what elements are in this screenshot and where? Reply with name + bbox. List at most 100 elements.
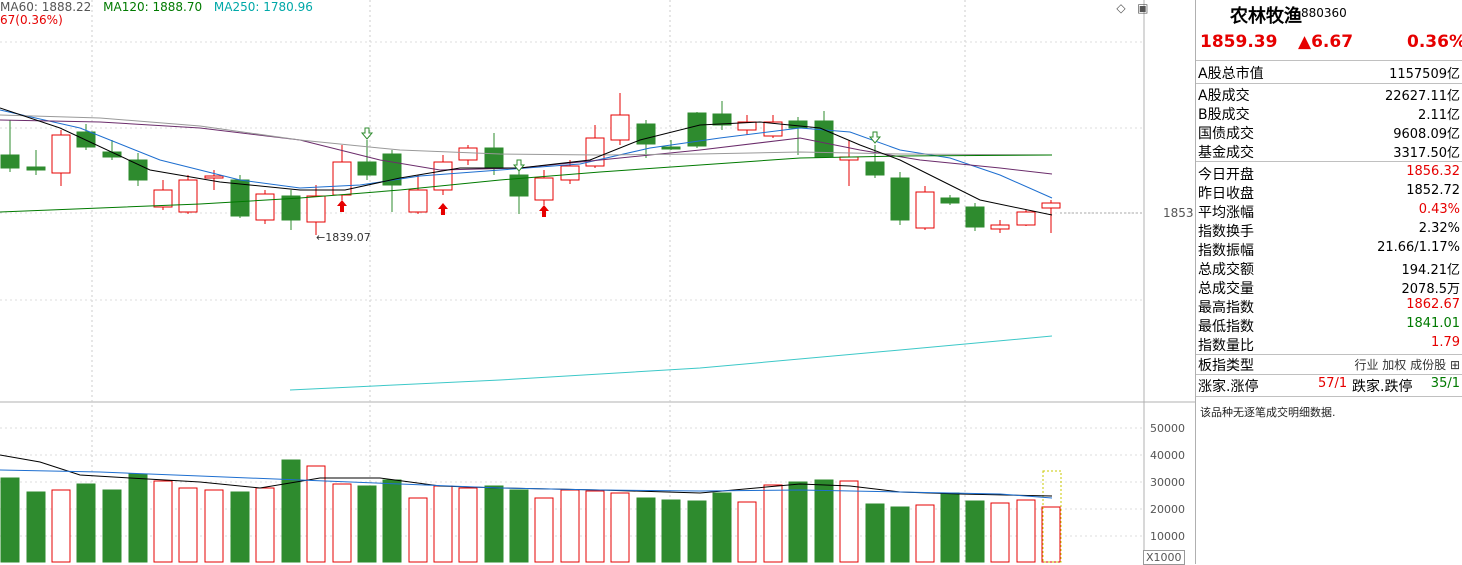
divider — [1196, 374, 1462, 375]
index-row: 最低指数 1841.01 — [1198, 316, 1460, 335]
index-row: 指数换手 2.32% — [1198, 221, 1460, 240]
volume-bar — [661, 499, 681, 563]
volume-axis-tick: 30000 — [1150, 476, 1185, 489]
price-change-percent: 0.36% — [1407, 32, 1462, 52]
buy-arrow-icon — [438, 203, 448, 215]
buy-arrow-icon — [539, 205, 549, 217]
rise-fall-row: 涨家.涨停 57/1 跌家.跌停 35/1 — [1198, 376, 1460, 395]
volume-bar — [306, 465, 326, 563]
divider — [1196, 396, 1462, 397]
volume-bar — [102, 489, 122, 563]
candle-body — [433, 161, 453, 191]
candle-body — [534, 177, 554, 201]
ma-line — [0, 119, 1053, 175]
candle-body — [585, 137, 605, 167]
candle-body — [153, 189, 173, 208]
volume-bar — [636, 497, 656, 563]
candle-body — [1016, 211, 1036, 226]
market-row: 国债成交 9608.09亿 — [1198, 126, 1460, 142]
volume-bar — [585, 490, 605, 563]
volume-bar — [788, 481, 808, 563]
volume-bar — [204, 489, 224, 563]
candle-body — [915, 191, 935, 229]
ma-line — [0, 154, 1053, 213]
candle-body — [890, 177, 910, 221]
candle-body — [178, 179, 198, 213]
candle-body — [357, 161, 377, 176]
candle-body — [281, 195, 301, 221]
candle-body — [484, 147, 504, 169]
market-row: B股成交 2.11亿 — [1198, 107, 1460, 123]
volume-axis-tick: 20000 — [1150, 503, 1185, 516]
volume-bar — [1016, 499, 1036, 563]
volume-bar — [332, 483, 352, 563]
volume-bar — [281, 459, 301, 563]
volume-forecast-bar — [1042, 470, 1062, 563]
candle-body — [128, 159, 148, 181]
volume-bar — [915, 504, 935, 563]
candle-body — [230, 179, 250, 217]
volume-bar — [382, 479, 402, 563]
ma250-line — [289, 335, 1053, 391]
ma120-label: MA120: 1888.70 — [103, 0, 203, 14]
candle-body — [788, 120, 808, 129]
sell-arrow-icon — [868, 131, 882, 144]
candle-body — [990, 224, 1010, 230]
index-row: 指数振幅 21.66/1.17% — [1198, 240, 1460, 259]
volume-bar — [560, 489, 580, 563]
index-row: 总成交额 194.21亿 — [1198, 262, 1460, 278]
chart-toolbar: ◇ ▣ — [1110, 1, 1150, 15]
candle-body — [560, 165, 580, 181]
volume-bar — [484, 485, 504, 563]
no-tick-data-note: 该品种无逐笔成交明细数据. — [1200, 406, 1336, 419]
expand-icon[interactable]: ⊞ — [1449, 358, 1460, 372]
volume-bar — [509, 489, 529, 563]
volume-bar — [737, 501, 757, 563]
candle-body — [306, 195, 326, 223]
volume-bar — [940, 492, 960, 563]
volume-bar — [433, 485, 453, 563]
quote-panel: 农林牧渔 880360 1859.39 ▲6.67 0.36% A股总市值 115… — [1195, 0, 1462, 564]
candle-body — [865, 161, 885, 176]
volume-axis-tick: 50000 — [1150, 422, 1185, 435]
candle-body — [940, 197, 960, 204]
candle-body — [255, 193, 275, 221]
candlestick-chart-area[interactable]: MA60: 1888.22 MA120: 1888.70 MA250: 1780… — [0, 0, 1195, 565]
chart-canvas[interactable] — [0, 0, 1195, 564]
volume-ma-line — [0, 469, 1053, 499]
index-row: 最高指数 1862.67 — [1198, 297, 1460, 316]
candle-body — [712, 113, 732, 126]
candle-body — [76, 131, 96, 148]
sell-arrow-icon — [360, 127, 374, 140]
volume-bar — [128, 473, 148, 563]
sector-type-options[interactable]: 行业 加权 成份股 ⊞ — [1354, 358, 1460, 372]
candle-body — [509, 174, 529, 197]
candle-body — [814, 120, 834, 158]
volume-bar — [408, 497, 428, 563]
ma250-label: MA250: 1780.96 — [213, 0, 313, 14]
volume-bar — [534, 497, 554, 563]
window-toggle-icon[interactable]: ▣ — [1137, 1, 1149, 15]
volume-bar — [1041, 506, 1061, 563]
diamond-icon[interactable]: ◇ — [1116, 1, 1126, 15]
candle-body — [737, 121, 757, 131]
volume-bar — [26, 491, 46, 563]
candle-body — [458, 147, 478, 161]
volume-bar — [687, 500, 707, 563]
candle-body — [687, 112, 707, 147]
volume-bar — [255, 487, 275, 563]
market-row: A股总市值 1157509亿 — [1198, 66, 1460, 82]
market-row: A股成交 22627.11亿 — [1198, 88, 1460, 104]
volume-bar — [814, 479, 834, 563]
index-row: 指数量比 1.79 — [1198, 335, 1460, 354]
current-price-axis-label: 1853 — [1163, 206, 1194, 220]
change-sub-legend: 67(0.36%) — [0, 13, 63, 27]
volume-bar — [990, 502, 1010, 563]
candle-body — [26, 166, 46, 171]
volume-bar — [178, 487, 198, 563]
candle-body — [763, 121, 783, 137]
moving-average-legend: MA60: 1888.22 MA120: 1888.70 MA250: 1780… — [0, 0, 321, 14]
volume-axis-tick: 10000 — [1150, 530, 1185, 543]
volume-bar — [839, 480, 859, 563]
volume-bar — [76, 483, 96, 563]
